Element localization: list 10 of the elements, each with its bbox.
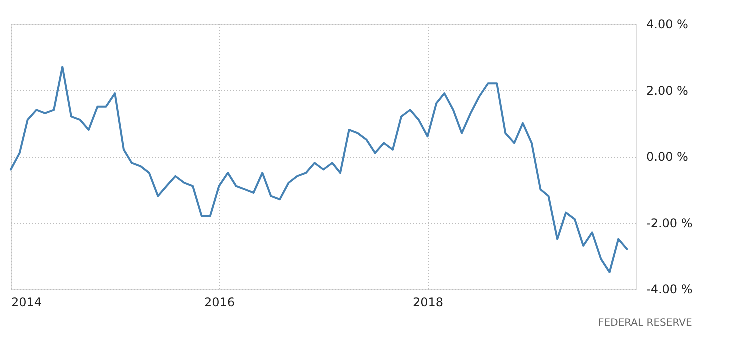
y-tick-label: 4.00 % bbox=[646, 18, 688, 32]
y-tick-label: 2.00 % bbox=[646, 84, 688, 98]
line-series bbox=[10, 66, 628, 274]
y-tick-label: -2.00 % bbox=[646, 216, 693, 230]
x-tick-label: 2016 bbox=[204, 296, 236, 310]
y-tick-label: -4.00 % bbox=[646, 282, 693, 296]
text: FEDERAL RESERVE bbox=[598, 318, 692, 329]
y-tick-label: 0.00 % bbox=[646, 150, 688, 164]
x-tick-label: 2014 bbox=[12, 296, 42, 310]
x-tick-label: 2018 bbox=[412, 296, 444, 310]
